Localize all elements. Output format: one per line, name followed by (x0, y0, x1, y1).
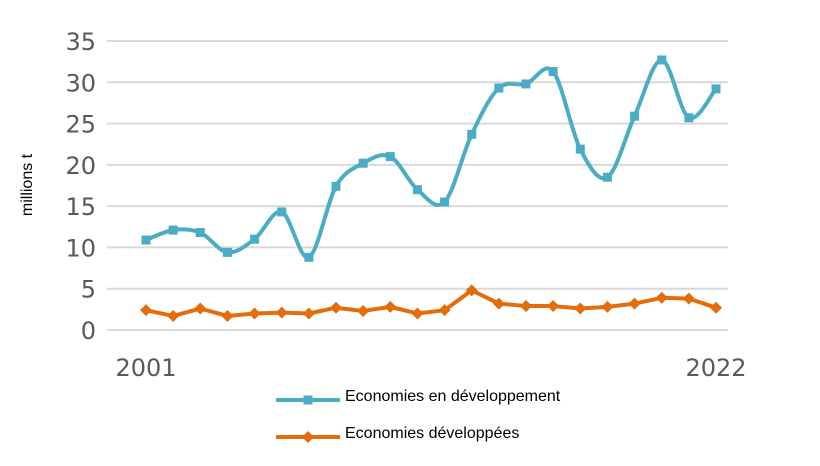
data-point-marker (168, 225, 178, 235)
data-point-marker (195, 228, 205, 238)
data-point-marker (167, 309, 180, 322)
data-point-marker (548, 67, 558, 77)
data-point-marker (711, 84, 721, 94)
data-point-marker (330, 301, 342, 314)
y-axis-label: millions t (19, 153, 36, 216)
data-point-marker (331, 181, 341, 191)
data-point-marker (494, 83, 504, 93)
legend[interactable]: Economies en développement Economies déve… (276, 388, 561, 443)
data-point-marker (440, 197, 450, 207)
data-point-marker (492, 297, 505, 310)
series-group (140, 55, 722, 322)
data-point-marker (277, 207, 287, 217)
data-point-marker (682, 292, 695, 305)
legend-label: Economies développées (345, 425, 519, 442)
legend-label: Economies en développement (345, 388, 561, 405)
data-point-marker (602, 172, 612, 182)
x-tick-label: 2022 (685, 354, 746, 382)
data-point-marker (222, 247, 232, 257)
legend-marker (302, 431, 314, 443)
data-point-marker (141, 235, 151, 245)
data-point-marker (384, 300, 397, 313)
data-point-marker (630, 111, 640, 121)
data-point-marker (385, 152, 395, 162)
data-point-marker (547, 300, 560, 313)
y-tick-label: 20 (65, 152, 96, 180)
legend-marker (303, 395, 313, 405)
data-point-marker (601, 300, 614, 313)
data-point-marker (304, 252, 314, 262)
data-point-marker (657, 55, 667, 65)
data-point-marker (194, 302, 207, 315)
data-point-marker (520, 300, 532, 313)
y-tick-label: 35 (65, 28, 96, 56)
y-tick-label: 5 (81, 276, 96, 304)
data-point-marker (358, 158, 368, 168)
gridlines (107, 40, 728, 331)
data-point-marker (221, 309, 234, 322)
y-axis-ticks: 0 5 10 15 20 25 30 35 (65, 28, 96, 345)
y-tick-label: 10 (65, 234, 96, 262)
series-line-0 (145, 57, 718, 260)
data-point-marker (438, 304, 451, 317)
data-point-marker (140, 304, 152, 317)
data-point-marker (250, 234, 260, 244)
y-tick-label: 0 (81, 317, 96, 345)
data-point-marker (574, 302, 587, 315)
data-point-marker (411, 307, 424, 320)
data-point-marker (465, 284, 478, 297)
data-point-marker (684, 113, 694, 123)
data-point-marker (467, 129, 477, 139)
data-point-marker (521, 79, 531, 89)
data-point-marker (575, 144, 585, 154)
data-point-marker (710, 301, 722, 314)
data-point-marker (628, 297, 641, 310)
series-line-1 (145, 288, 717, 318)
x-tick-label: 2001 (115, 354, 176, 382)
y-tick-label: 30 (65, 69, 96, 97)
data-point-marker (357, 305, 370, 318)
y-tick-label: 25 (65, 111, 96, 139)
data-point-marker (655, 291, 668, 304)
y-tick-label: 15 (65, 193, 96, 221)
data-point-marker (302, 307, 315, 320)
x-axis-ticks: 2001 2022 (115, 354, 746, 382)
data-point-marker (248, 307, 261, 320)
data-point-marker (412, 185, 422, 195)
data-point-marker (275, 306, 288, 319)
